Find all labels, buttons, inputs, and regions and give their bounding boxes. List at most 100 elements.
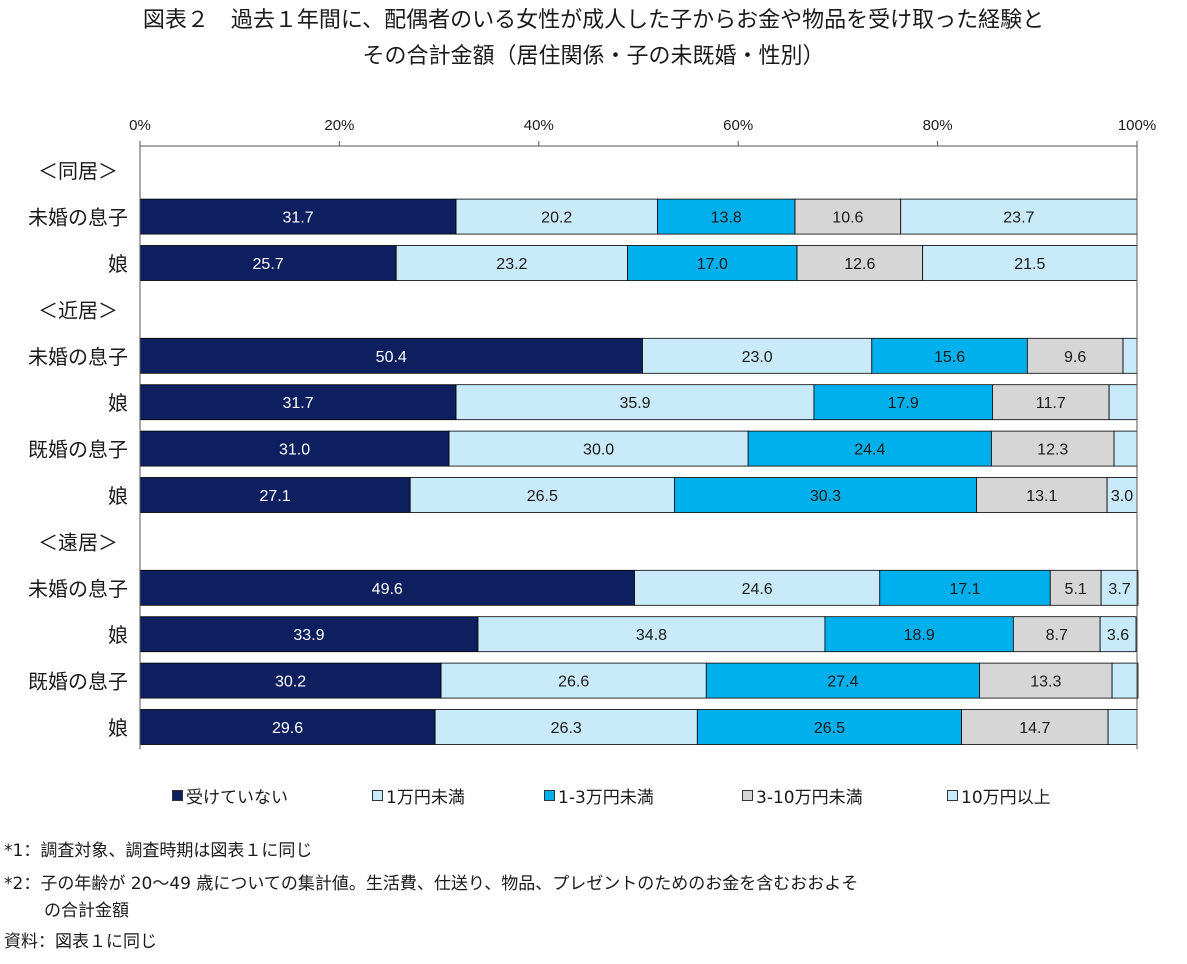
- data-label: 17.1: [949, 581, 980, 598]
- bar-segment: [627, 245, 798, 281]
- bar-segment: [794, 198, 902, 235]
- data-label: 9.6: [1064, 349, 1086, 366]
- data-label: 25.7: [253, 256, 284, 273]
- data-label: 49.6: [372, 581, 403, 598]
- x-tick-label: 20%: [324, 117, 354, 134]
- legend-label: 3-10万円未満: [756, 787, 863, 808]
- legend-swatch: [947, 789, 958, 801]
- bar-segment: [139, 662, 442, 699]
- category-label: 娘: [108, 716, 128, 740]
- bar-segment: [434, 709, 698, 745]
- bar-segment: [747, 430, 992, 467]
- legend-item-10k-30k: 1-3万円未満: [544, 782, 654, 808]
- bar-segment: [976, 477, 1108, 513]
- data-label: 21.5: [1014, 256, 1045, 273]
- data-label: 3.6: [1107, 627, 1129, 644]
- data-label: 14.7: [1019, 720, 1050, 737]
- footnote-2-continued: の合計金額: [44, 901, 129, 921]
- data-label: 15.6: [934, 349, 965, 366]
- bar-segment: [1012, 616, 1101, 653]
- data-label: 3.7: [1108, 581, 1130, 598]
- legend-swatch: [742, 789, 753, 801]
- legend-swatch: [372, 789, 383, 801]
- category-label: 未婚の息子: [28, 206, 128, 230]
- data-label: 30.3: [810, 488, 841, 505]
- footnote-2: *2：子の年齢が 20～49 歳についての集計値。生活費、仕送り、物品、プレゼン…: [4, 874, 859, 894]
- data-label: 8.7: [1046, 627, 1068, 644]
- bar-segment: [139, 569, 635, 606]
- data-label: 20.2: [541, 210, 572, 227]
- bar-segment: [705, 662, 980, 699]
- data-label: 13.8: [711, 210, 742, 227]
- data-label: 24.4: [854, 442, 885, 459]
- legend-item-none: 受けていない: [172, 782, 288, 808]
- footnote-1: *1：調査対象、調査時期は図表１に同じ: [4, 841, 313, 861]
- bar-segment: [1107, 709, 1138, 745]
- source-note: 資料：図表１に同じ: [4, 932, 157, 952]
- data-label: 34.8: [636, 627, 667, 644]
- bar-segment: [139, 337, 643, 374]
- bar-segment: [1026, 337, 1124, 374]
- data-label: 24.6: [742, 581, 773, 598]
- group-label: ＜同居＞: [38, 159, 118, 183]
- bar-segment: [824, 616, 1014, 653]
- stacked-bar-chart: 0% 20% 40% 60% 80% 100% ＜同居＞ 未婚の息子 31.7 20.2 13.8 1…: [28, 117, 1156, 750]
- data-label: 12.3: [1037, 442, 1068, 459]
- legend-swatch: [172, 789, 183, 801]
- data-label: 17.0: [697, 256, 728, 273]
- data-label: 23.7: [1003, 210, 1034, 227]
- legend-item-under-10k: 1万円未満: [372, 782, 465, 808]
- group-label: ＜遠居＞: [38, 530, 118, 554]
- data-label: 11.7: [1036, 395, 1066, 412]
- bar-segment: [961, 709, 1109, 745]
- category-label: 既婚の息子: [28, 438, 128, 462]
- bar-segment: [139, 709, 436, 745]
- bar-segment: [1122, 337, 1138, 374]
- data-label: 27.4: [827, 674, 858, 691]
- data-label: 3.0: [1111, 488, 1133, 505]
- bar-segment: [1113, 430, 1138, 467]
- category-label: 娘: [108, 391, 128, 415]
- data-label: 17.9: [888, 395, 919, 412]
- bar-segment: [409, 477, 675, 513]
- data-label: 30.2: [275, 674, 306, 691]
- bar-segment: [1108, 384, 1138, 421]
- data-label: 13.1: [1026, 488, 1057, 505]
- data-label: 50.4: [376, 349, 407, 366]
- legend-label: 受けていない: [186, 787, 288, 808]
- legend-item-30k-100k: 3-10万円未満: [742, 782, 863, 808]
- group-label: ＜近居＞: [38, 298, 118, 322]
- data-label: 33.9: [293, 627, 324, 644]
- data-label: 13.3: [1030, 674, 1061, 691]
- bar-segment: [922, 245, 1138, 281]
- data-label: 23.2: [496, 256, 527, 273]
- data-label: 31.7: [282, 210, 313, 227]
- bar-segment: [1106, 477, 1138, 513]
- category-label: 未婚の息子: [28, 577, 128, 601]
- bar-segment: [642, 337, 873, 374]
- category-label: 娘: [108, 484, 128, 508]
- bar-segment: [634, 569, 881, 606]
- bar-segment: [477, 616, 826, 653]
- legend-item-over-100k: 10万円以上: [947, 782, 1051, 808]
- x-tick-label: 80%: [923, 117, 953, 134]
- x-tick-label: 40%: [524, 117, 554, 134]
- bar-segment: [796, 245, 924, 281]
- x-tick-label: 0%: [129, 117, 151, 134]
- bar-segment: [139, 245, 397, 281]
- data-label: 35.9: [619, 395, 650, 412]
- bar-segment: [395, 245, 628, 281]
- data-label: 18.9: [904, 627, 935, 644]
- chart-legend: 受けていない 1万円未満 1-3万円未満 3-10万円未満 10万円以上: [0, 782, 1187, 808]
- data-label: 27.1: [260, 488, 291, 505]
- data-label: 12.6: [844, 256, 875, 273]
- bar-segment: [1099, 616, 1137, 653]
- bar-segment: [1049, 569, 1102, 606]
- x-tick-label: 60%: [723, 117, 753, 134]
- data-label: 30.0: [583, 442, 614, 459]
- data-label: 26.3: [551, 720, 582, 737]
- category-label: 未婚の息子: [28, 345, 128, 369]
- data-label: 26.5: [814, 720, 845, 737]
- legend-label: 1-3万円未満: [558, 787, 654, 808]
- chart-title-line-2: その合計金額（居住関係・子の未既婚・性別）: [362, 44, 825, 69]
